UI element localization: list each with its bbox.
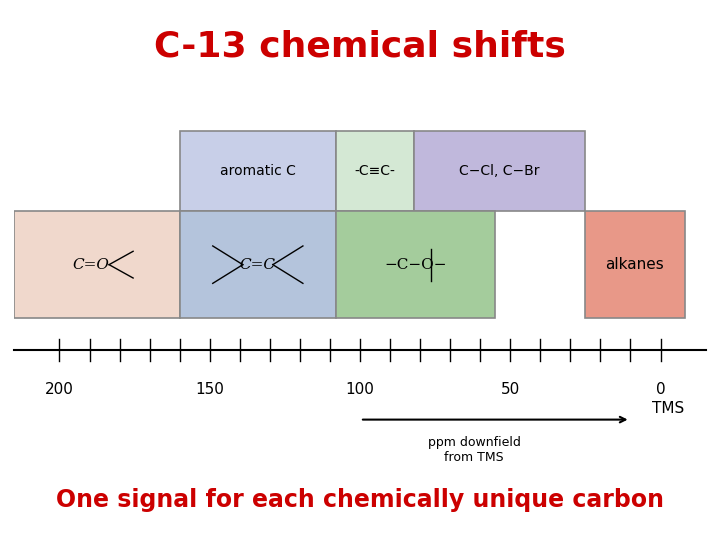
Text: alkanes: alkanes: [606, 257, 665, 272]
Bar: [336, 131, 414, 211]
Bar: [585, 211, 685, 318]
Text: 0: 0: [656, 382, 665, 397]
Text: C=C: C=C: [240, 258, 276, 272]
Bar: [180, 131, 336, 211]
Bar: [14, 211, 180, 318]
Bar: [336, 211, 495, 318]
Bar: [414, 131, 585, 211]
Text: C−Cl, C−Br: C−Cl, C−Br: [459, 164, 540, 178]
Text: 50: 50: [500, 382, 520, 397]
Bar: [180, 211, 336, 318]
Text: 150: 150: [195, 382, 224, 397]
Text: 100: 100: [346, 382, 374, 397]
Text: ppm downfield
from TMS: ppm downfield from TMS: [428, 436, 521, 464]
Text: C-13 chemical shifts: C-13 chemical shifts: [154, 30, 566, 64]
Text: aromatic C: aromatic C: [220, 164, 296, 178]
Text: One signal for each chemically unique carbon: One signal for each chemically unique ca…: [56, 488, 664, 512]
Text: −C−O−: −C−O−: [384, 258, 447, 272]
Text: C=O: C=O: [73, 258, 109, 272]
Text: -C≡C-: -C≡C-: [354, 164, 395, 178]
Text: 200: 200: [45, 382, 74, 397]
Text: TMS: TMS: [652, 401, 684, 416]
